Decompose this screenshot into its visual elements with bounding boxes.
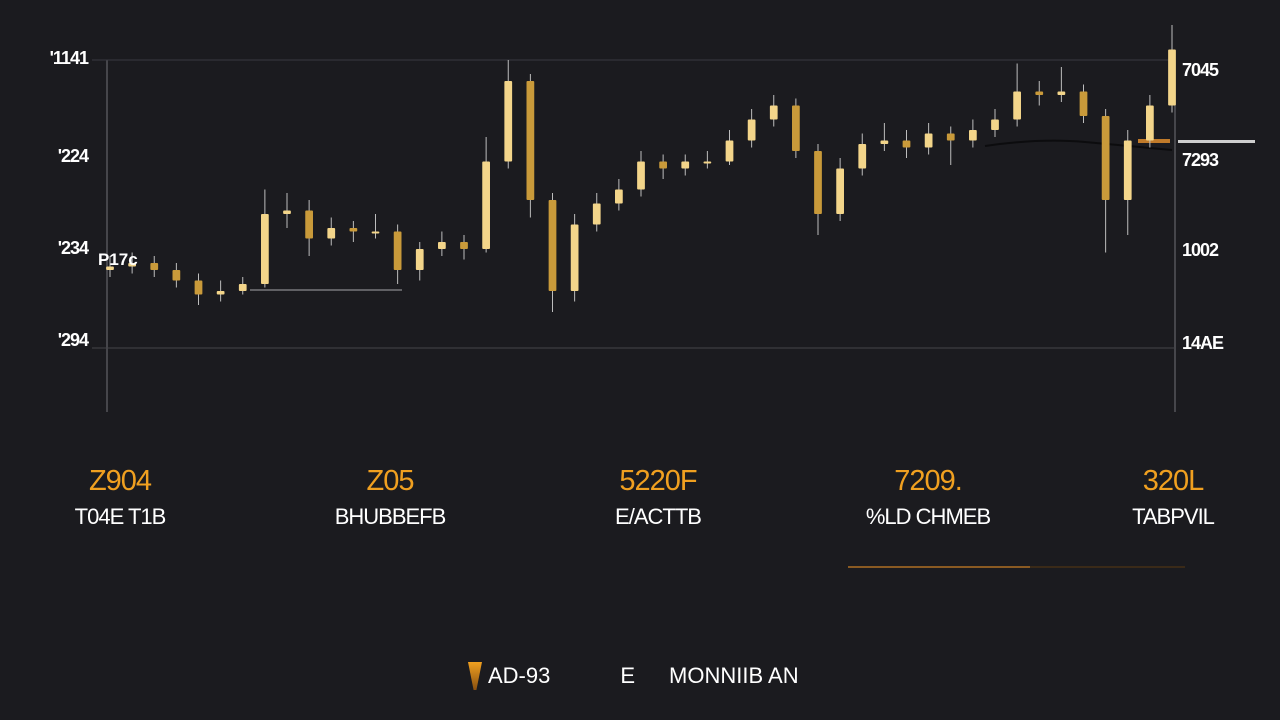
legend-swatch-icon — [468, 662, 482, 690]
candle-body — [747, 119, 756, 141]
stat-5: 320L TABPVIL — [1063, 464, 1280, 530]
candle-body — [482, 161, 490, 249]
candle-body — [814, 151, 822, 214]
candle-body — [836, 168, 844, 214]
stat-value: Z05 — [366, 465, 415, 497]
candle-body — [570, 224, 579, 291]
stat-value: Z904 — [88, 465, 152, 497]
candle-body — [1035, 91, 1044, 95]
candle-body — [194, 280, 203, 295]
y-tick-left: '294 — [57, 330, 89, 350]
candle-body — [769, 105, 778, 120]
candle-body — [371, 231, 380, 234]
candle-body — [548, 200, 557, 291]
candle-body — [526, 81, 535, 200]
stat-2: Z05 BHUBBEFB — [280, 464, 500, 530]
candle-body — [637, 161, 645, 190]
candle-body — [1079, 91, 1088, 116]
candle-body — [349, 228, 358, 232]
candle-body — [592, 203, 601, 225]
stat-label: T04E T1B — [74, 504, 167, 529]
stat-1: Z904 T04E T1B — [10, 464, 230, 530]
candle-body — [703, 161, 712, 164]
stat-label: TABPVIL — [1132, 504, 1215, 529]
candle-body — [924, 133, 933, 148]
candle-body — [615, 189, 623, 204]
moving-average-line — [984, 139, 1173, 151]
price-marker — [1138, 139, 1170, 143]
candle-body — [1123, 140, 1132, 200]
candle-body — [172, 270, 181, 281]
candle-body — [106, 266, 114, 270]
candle-body — [991, 119, 999, 130]
stat-3: 5220F E/ACTTB — [548, 464, 768, 530]
stat-label: BHUBBEFB — [334, 504, 447, 529]
candle-body — [305, 210, 313, 239]
candle-body — [415, 249, 424, 270]
candle-body — [792, 105, 800, 151]
y-tick-left: '224 — [57, 146, 89, 166]
y-tick-left: '1141 — [49, 48, 89, 68]
candle-body — [460, 242, 468, 249]
stat-4: 7209. %LD CHMEB — [818, 464, 1038, 530]
candle-body — [438, 242, 446, 249]
candle-body — [1168, 49, 1176, 106]
current-price-line — [1178, 140, 1255, 143]
y-tick-right: 7293 — [1182, 150, 1219, 170]
candle-body — [1101, 116, 1110, 200]
candle-body — [261, 214, 269, 284]
stat-underline — [848, 566, 1185, 568]
candle-body — [1146, 105, 1154, 141]
stat-label: %LD CHMEB — [865, 504, 991, 529]
inline-price-label: P17c — [98, 250, 138, 269]
candle-body — [216, 291, 225, 295]
candle-body — [283, 210, 291, 214]
candle-body — [969, 130, 977, 141]
candle-body — [238, 284, 247, 291]
candle-body — [902, 140, 911, 148]
y-tick-left: '234 — [57, 238, 89, 258]
stat-value: 5220F — [619, 465, 697, 497]
candle-body — [946, 133, 955, 141]
legend: AD-93 E MONNIIB AN — [468, 662, 799, 690]
candle-body — [858, 144, 867, 169]
candle-body — [1057, 91, 1066, 95]
legend-item: AD-93 — [488, 663, 551, 688]
y-tick-right: 1002 — [1182, 240, 1219, 260]
candle-body — [659, 161, 667, 169]
candle-body — [150, 263, 159, 270]
candle-body — [1013, 91, 1021, 120]
candle-body — [681, 161, 690, 169]
legend-item: MONNIIB AN — [669, 663, 799, 688]
legend-item: E — [620, 663, 636, 688]
stat-label: E/ACTTB — [615, 504, 702, 529]
candle-body — [393, 231, 402, 270]
y-tick-right: 14AE — [1182, 333, 1224, 353]
candle-body — [128, 263, 136, 267]
y-tick-right: 7045 — [1182, 60, 1219, 80]
candle-body — [880, 140, 889, 144]
candle-body — [504, 81, 513, 162]
stat-value: 7209. — [894, 465, 963, 497]
candle-body — [725, 140, 734, 162]
stat-value: 320L — [1142, 465, 1205, 497]
candlestick-chart — [92, 25, 1255, 412]
candle-body — [327, 228, 336, 239]
